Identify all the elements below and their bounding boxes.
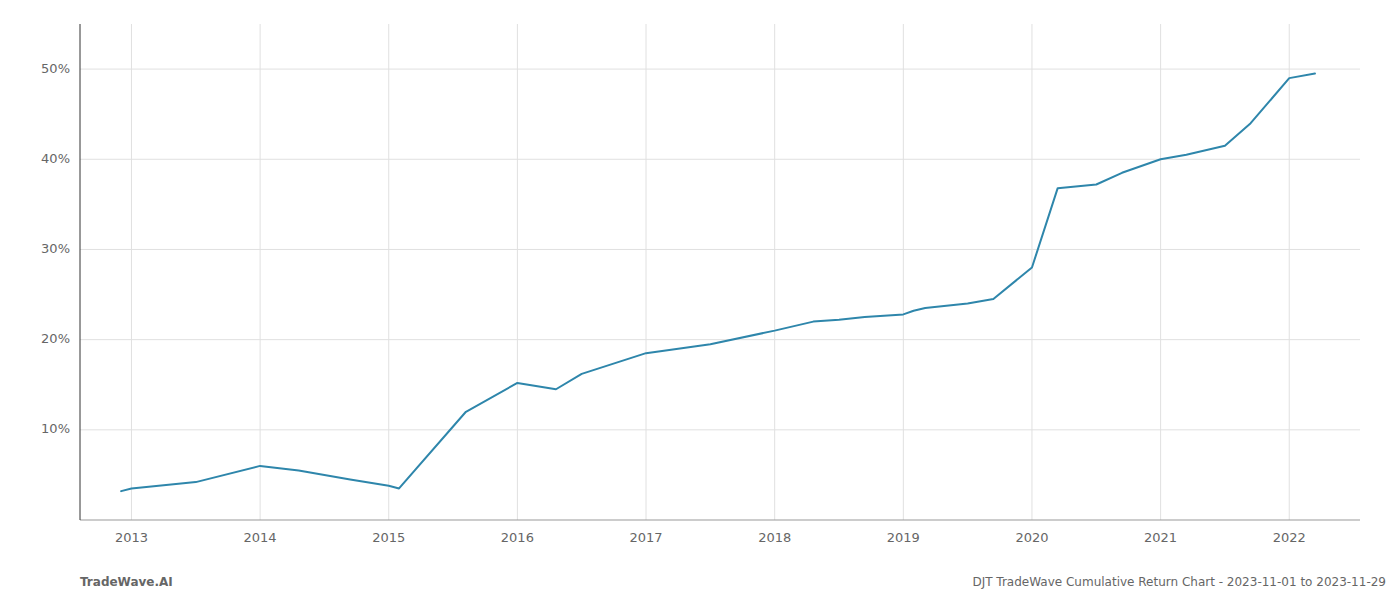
y-tick-label: 50% bbox=[41, 61, 70, 76]
footer-right: DJT TradeWave Cumulative Return Chart - … bbox=[972, 575, 1386, 589]
x-tick-label: 2021 bbox=[1144, 530, 1177, 545]
data-line bbox=[121, 74, 1315, 492]
x-tick-label: 2022 bbox=[1273, 530, 1306, 545]
y-tick-label: 20% bbox=[41, 331, 70, 346]
chart-container: 10% 20% 30% 40% 50% 2013 2014 2015 2016 2017 2018 2… bbox=[0, 0, 1400, 600]
y-grid-line bbox=[80, 249, 1360, 250]
x-tick-label: 2014 bbox=[244, 530, 277, 545]
x-grid-line bbox=[903, 24, 904, 520]
x-tick-label: 2016 bbox=[501, 530, 534, 545]
grid bbox=[80, 24, 1360, 520]
y-grid-line bbox=[80, 69, 1360, 70]
y-grid-line bbox=[80, 429, 1360, 430]
x-grid-line bbox=[646, 24, 647, 520]
y-tick-label: 10% bbox=[41, 421, 70, 436]
y-grid-line bbox=[80, 339, 1360, 340]
chart-svg: 10% 20% 30% 40% 50% 2013 2014 2015 2016 2017 2018 2… bbox=[0, 0, 1400, 600]
x-tick-label: 2013 bbox=[115, 530, 148, 545]
axes: 10% 20% 30% 40% 50% 2013 2014 2015 2016 2017 2018 2… bbox=[41, 24, 1360, 545]
x-grid-line bbox=[1160, 24, 1161, 520]
x-grid-line bbox=[774, 24, 775, 520]
x-tick-label: 2017 bbox=[629, 530, 662, 545]
x-grid-line bbox=[260, 24, 261, 520]
x-tick-label: 2020 bbox=[1015, 530, 1048, 545]
x-grid-line bbox=[1289, 24, 1290, 520]
x-grid-line bbox=[131, 24, 132, 520]
x-grid-line bbox=[388, 24, 389, 520]
plot-area bbox=[121, 74, 1315, 492]
y-axis-line bbox=[80, 24, 81, 520]
y-tick-label: 30% bbox=[41, 241, 70, 256]
x-grid-line bbox=[1031, 24, 1032, 520]
x-tick-label: 2019 bbox=[887, 530, 920, 545]
x-tick-label: 2018 bbox=[758, 530, 791, 545]
x-grid-line bbox=[517, 24, 518, 520]
x-tick-label: 2015 bbox=[372, 530, 405, 545]
y-tick-label: 40% bbox=[41, 151, 70, 166]
footer-left: TradeWave.AI bbox=[80, 575, 173, 589]
x-axis-line bbox=[80, 520, 1360, 521]
